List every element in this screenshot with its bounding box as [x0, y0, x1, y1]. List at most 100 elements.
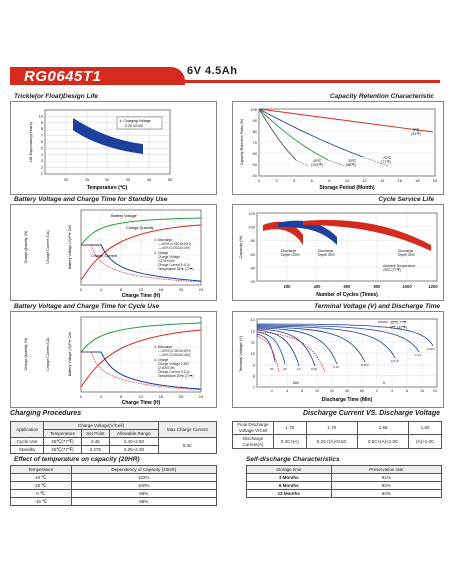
tv-rate-2c: 2C [283, 367, 288, 371]
dc-r2-1: 0.2C>(A) [273, 434, 307, 449]
cu-x0: 0 [80, 394, 83, 399]
tv-rate-025c: 0.25C [361, 363, 370, 367]
cu-x12: 12 [139, 394, 144, 399]
tr-y10: 10 [39, 113, 44, 118]
ch-r1-temp: 25℃(77℉) [43, 437, 82, 446]
dc-r1-4: 1.60 [408, 421, 442, 435]
ch-s-range: Allowable Range [108, 429, 159, 438]
tr-x30: 30 [105, 177, 110, 182]
cl-y60: 60 [251, 252, 256, 257]
cl-lbl-amb-b: 25℃ (77℉) [383, 268, 401, 272]
tv-rate-06c: 0.6C [311, 367, 318, 371]
sb-lbl-cq: Charge Quantity [126, 226, 154, 230]
tv-leg-25: 25℃ 77℉ [390, 321, 407, 325]
tv-x11: 10 [420, 389, 424, 393]
cl-y40: 40 [251, 265, 256, 270]
cap-y80: 80 [253, 129, 258, 134]
te-h-dep: Dependency of Capacity (20HR) [70, 465, 218, 474]
cu-leg-6: Charge Current 0.1CA [158, 370, 191, 374]
tr-y8: 8 [41, 126, 44, 131]
tv-x1: 2 [271, 389, 273, 393]
ch-s-temp: Temperature [43, 429, 82, 438]
cl-lbl-100a: Discharge [281, 249, 296, 253]
cap-lbl-30f: (86℉) [346, 163, 356, 167]
sb-leg-0: ① Discharge [154, 238, 172, 242]
cu-x16: 16 [159, 394, 164, 399]
ch-r2-range: 2.25~2.30 [108, 445, 159, 454]
ch-r1-set: 2.45 [80, 437, 110, 446]
cu-quantity [80, 329, 202, 388]
tr-legend-2: 2.25 V/Cell [125, 124, 143, 128]
model-name: RG0645T1 [24, 68, 102, 85]
section-terminal-title: Terminal Voltage (V) and Discharge Time [314, 303, 440, 310]
tv-x3: 6 [301, 389, 303, 393]
tv-x8: 2 [376, 389, 378, 393]
tr-xlabel: Temperature (℃) [87, 184, 128, 191]
tv-y9: 9 [253, 362, 256, 367]
sb-xlabel: Charge Time (H) [122, 293, 161, 299]
section-charging-title: Charging Procedures [10, 410, 82, 417]
tv-x7: 60 [360, 389, 364, 393]
model-banner: RG0645T1 [10, 67, 185, 85]
cu-xlabel: Charge Time (H) [122, 400, 161, 406]
sb-leg-6: Charge Current 0.1CA [158, 263, 191, 267]
cu-y2label: Charge Current (CA) [46, 337, 50, 370]
section-dischcur-title: Discharge Current VS. Discharge Voltage [302, 410, 440, 417]
sd-r2-t: 6 Months [246, 481, 332, 490]
cl-x1200: 1200 [428, 284, 438, 289]
cu-leg-3: ② Charge [154, 358, 168, 362]
tv-y11: 11 [251, 340, 256, 345]
ch-r2-set: 2.275 [80, 445, 110, 454]
cap-curve-25c [258, 108, 364, 158]
sb-y1label: Charge Quantity (%) [24, 231, 28, 264]
cap-xlabel: Storage Period (Month) [319, 185, 375, 191]
tr-x50: 50 [168, 177, 173, 182]
sb-voltage [80, 217, 202, 246]
charging-table: Application Charge Voltage(V/Cell) Max.C… [9, 421, 218, 454]
cl-y100: 100 [248, 225, 255, 230]
cl-ylabel: Capacity (%) [238, 235, 243, 259]
te-r2-v: 100% [70, 481, 218, 490]
te-r3-v: 85% [70, 489, 218, 498]
ch-max: 0.3C [157, 437, 218, 454]
tempeff-table: Temperature Dependency of Capacity (20HR)… [10, 465, 218, 506]
cap-x0: 0 [258, 178, 261, 183]
cap-x2: 2 [275, 178, 278, 183]
cap-y40: 40 [253, 173, 258, 178]
cap-y60: 60 [253, 151, 258, 156]
cap-x10: 10 [345, 178, 350, 183]
cl-x800: 800 [374, 284, 382, 289]
trickle-panel: 1 2 3 4 5 6 7 8 9 10 20 25 30 35 40 50 T… [10, 101, 217, 195]
tv-rate-01c: 0.1C [415, 353, 422, 357]
cap-x16: 16 [398, 178, 403, 183]
tv-y10: 10 [251, 351, 256, 356]
te-r1-t: 40 ℃ [10, 473, 72, 482]
sb-x0: 0 [80, 287, 83, 292]
sb-lbl-bv: Battery Voltage [111, 214, 137, 218]
terminal-chart: 25℃ 77℉ 0℃ (32℉) 3C 2C 1C 0.6C 0.4C 0.25… [238, 317, 438, 403]
sb-y2label: Charge Current (CA) [46, 230, 50, 263]
tr-x35: 35 [126, 177, 131, 182]
cu-voltage [80, 322, 202, 353]
dc-r1-3: 1.65 [356, 421, 410, 435]
tr-y2: 2 [41, 165, 44, 170]
cu-y1label: Charge Quantity (%) [24, 338, 28, 371]
tr-legend-1: ① Charging Voltage [119, 119, 151, 123]
cu-leg-7: Temperature 25℃ (77℉) [158, 374, 194, 378]
sb-leg-3: ② Charge [154, 251, 168, 255]
cl-depth-100 [263, 221, 303, 245]
cu-x24: 24 [199, 394, 204, 399]
sb-x8: 8 [120, 287, 123, 292]
cap-x6: 6 [311, 178, 314, 183]
sb-leg-5: 2.275V/Cell [158, 259, 175, 263]
cl-x200: 200 [284, 284, 292, 289]
section-tempeff-title: Effect of temperature on capacity (20HR) [14, 456, 140, 463]
cl-y80: 80 [251, 238, 256, 243]
cap-x14: 14 [380, 178, 385, 183]
cl-depth-50 [278, 220, 337, 245]
dc-r2-h: Discharge Current(A) [232, 434, 274, 449]
cu-x4: 4 [100, 394, 103, 399]
dc-r1-2: 1.70 [305, 421, 358, 435]
tv-leg-0: 0℃ (32℉) [390, 326, 407, 330]
section-trickle-title: Trickle(or Float)Design Life [14, 93, 99, 100]
